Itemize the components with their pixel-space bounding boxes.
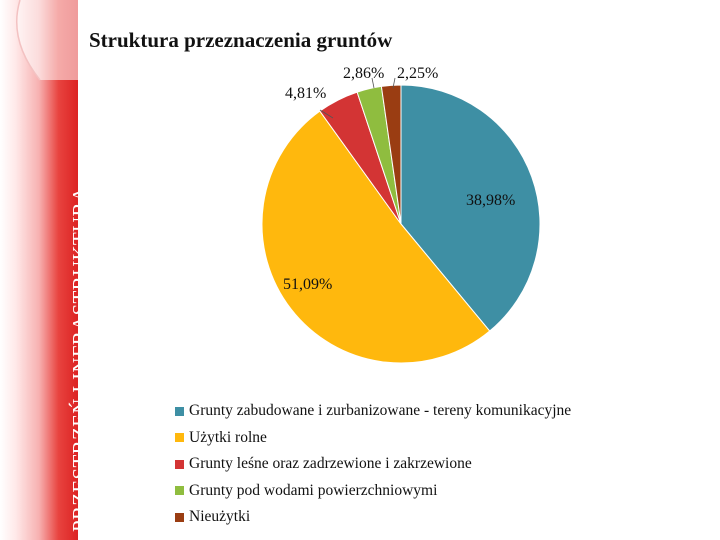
legend-item: Grunty leśne oraz zadrzewione i zakrzewi… <box>175 451 571 478</box>
slice-data-label: 2,25% <box>397 65 438 82</box>
pie-slice <box>380 84 402 225</box>
legend: Grunty zabudowane i zurbanizowane - tere… <box>175 398 571 531</box>
legend-label: Użytki rolne <box>189 428 267 446</box>
side-band: PRZESTRZEŃ I INFRASTRUKTURA <box>0 0 92 540</box>
legend-swatch <box>175 459 184 469</box>
side-band-curve <box>16 0 78 81</box>
legend-label: Grunty zabudowane i zurbanizowane - tere… <box>189 402 572 420</box>
legend-swatch <box>175 512 184 522</box>
leader-line <box>392 77 396 89</box>
legend-swatch <box>175 433 184 443</box>
leader-line <box>371 77 375 89</box>
slice-data-label: 2,86% <box>343 65 384 82</box>
legend-item: Użytki rolne <box>175 425 571 452</box>
legend-label: Grunty leśne oraz zadrzewione i zakrzewi… <box>189 455 472 473</box>
side-band-gradient <box>0 0 78 540</box>
legend-item: Nieużytki <box>175 504 571 531</box>
legend-label: Grunty pod wodami powierzchniowymi <box>189 481 438 499</box>
slice-data-label: 51,09% <box>283 276 332 293</box>
chart-title: Struktura przeznaczenia gruntów <box>89 28 393 52</box>
legend-label: Nieużytki <box>189 508 251 526</box>
legend-item: Grunty zabudowane i zurbanizowane - tere… <box>175 398 571 425</box>
legend-swatch <box>175 486 184 496</box>
pie-slice <box>400 84 541 332</box>
slice-data-label: 38,98% <box>466 192 515 209</box>
slice-data-label: 4,81% <box>285 85 326 102</box>
legend-swatch <box>175 406 184 416</box>
legend-item: Grunty pod wodami powierzchniowymi <box>175 478 571 505</box>
pie-slice <box>261 110 491 364</box>
leader-line <box>319 109 334 119</box>
